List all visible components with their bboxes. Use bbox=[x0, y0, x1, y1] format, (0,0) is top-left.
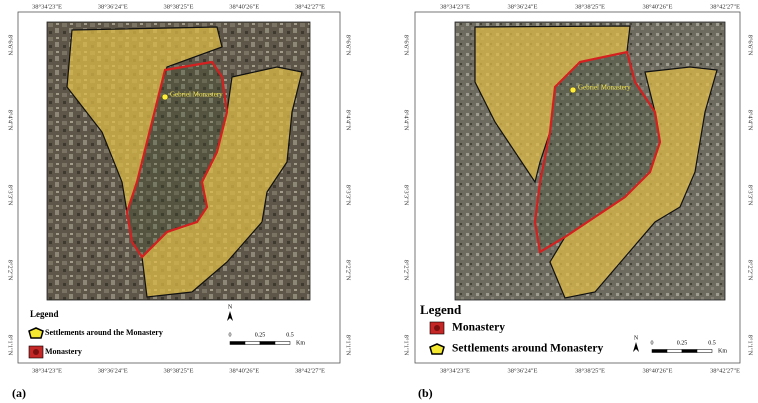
coordinate-label: 38°42'27"E bbox=[295, 367, 325, 374]
coordinate-label: 38°38'25"E bbox=[575, 3, 605, 10]
north-label: N bbox=[228, 304, 233, 310]
scale-bar bbox=[651, 349, 668, 353]
map-panel: Gebriel Monastery 38°34'23"E 38°36'24"E 38°… bbox=[403, 3, 754, 399]
map-panel: Gebriel Monastery 38°34'23"E 38°36'24"E 38°… bbox=[7, 3, 352, 399]
coordinate-label: 8°1'1"N bbox=[747, 335, 754, 356]
coordinate-label: 38°36'24"E bbox=[508, 367, 538, 374]
coordinate-label: 8°3'3"N bbox=[345, 185, 352, 206]
map-border bbox=[454, 21, 726, 301]
legend-swatch bbox=[28, 327, 44, 339]
scale-label: 0.5 bbox=[708, 340, 716, 346]
map-area: Gebriel Monastery bbox=[454, 21, 726, 301]
coordinate-label: 38°42'27"E bbox=[710, 367, 740, 374]
coordinate-label: 8°2'2"N bbox=[345, 260, 352, 281]
coordinate-label: 38°38'25"E bbox=[164, 3, 194, 10]
scale-unit: Km bbox=[296, 340, 305, 346]
scale-label: 0 bbox=[651, 340, 654, 346]
scale-label: 0.25 bbox=[255, 332, 266, 338]
legend-swatch-mark bbox=[434, 325, 440, 331]
coordinate-label: 38°40'26"E bbox=[643, 367, 673, 374]
scale-label: 0.25 bbox=[677, 340, 688, 346]
coordinate-label: 38°36'24"E bbox=[508, 3, 538, 10]
coordinate-label: 38°40'26"E bbox=[229, 3, 259, 10]
coordinate-label: 8°3'3"N bbox=[7, 185, 14, 206]
legend-title: Legend bbox=[30, 309, 59, 319]
coordinate-label: 8°4'4"N bbox=[403, 110, 410, 131]
north-arrow bbox=[227, 311, 233, 321]
panel-caption: (a) bbox=[12, 386, 26, 400]
coordinate-label: 8°2'2"N bbox=[7, 260, 14, 281]
scale-label: 0 bbox=[229, 332, 232, 338]
coordinate-label: 8°4'4"N bbox=[345, 110, 352, 131]
coordinate-label: 38°40'26"E bbox=[229, 367, 259, 374]
coordinate-label: 8°1'1"N bbox=[345, 335, 352, 356]
panel-caption: (b) bbox=[418, 386, 433, 400]
coordinate-label: 8°6'6"N bbox=[7, 35, 14, 56]
scale-bar bbox=[274, 341, 291, 345]
coordinate-label: 8°3'3"N bbox=[403, 185, 410, 206]
legend-item: Monastery bbox=[45, 347, 82, 356]
monastery-boundary bbox=[533, 50, 662, 254]
map-area: Gebriel Monastery bbox=[46, 21, 311, 301]
north-label: N bbox=[634, 335, 639, 341]
scale-bar bbox=[696, 349, 713, 353]
coordinate-label: 8°6'6"N bbox=[747, 35, 754, 56]
monastery-boundary bbox=[125, 60, 229, 259]
scale-bar bbox=[259, 341, 276, 345]
scale-bar bbox=[681, 349, 698, 353]
legend-item: Monastery bbox=[452, 322, 505, 334]
coordinate-label: 38°38'25"E bbox=[164, 367, 194, 374]
legend-title: Legend bbox=[420, 302, 462, 317]
map-border bbox=[46, 21, 311, 301]
coordinate-label: 38°36'24"E bbox=[98, 367, 128, 374]
monastery-point bbox=[569, 86, 577, 94]
coordinate-label: 8°4'4"N bbox=[7, 110, 14, 131]
scale-label: 0.5 bbox=[286, 332, 294, 338]
coordinate-label: 8°4'4"N bbox=[747, 110, 754, 131]
legend-item: Settlements around Monastery bbox=[452, 343, 603, 355]
coordinate-label: 38°34'23"E bbox=[440, 367, 470, 374]
coordinate-label: 38°42'27"E bbox=[295, 3, 325, 10]
coordinate-label: 8°6'6"N bbox=[345, 35, 352, 56]
coordinate-label: 38°36'24"E bbox=[98, 3, 128, 10]
coordinate-label: 38°34'23"E bbox=[440, 3, 470, 10]
legend-item: Settlements around the Monastery bbox=[45, 328, 163, 337]
scale-bar bbox=[229, 341, 246, 345]
legend-swatch bbox=[429, 343, 445, 355]
coordinate-label: 8°6'6"N bbox=[403, 35, 410, 56]
coordinate-label: 8°2'2"N bbox=[403, 260, 410, 281]
north-arrow bbox=[633, 342, 639, 352]
coordinate-label: 38°34'23"E bbox=[32, 3, 62, 10]
coordinate-label: 8°2'2"N bbox=[747, 260, 754, 281]
scale-bar bbox=[666, 349, 683, 353]
scale-bar bbox=[244, 341, 261, 345]
coordinate-label: 38°42'27"E bbox=[710, 3, 740, 10]
coordinate-label: 8°1'1"N bbox=[403, 335, 410, 356]
coordinate-label: 8°1'1"N bbox=[7, 335, 14, 356]
coordinate-label: 38°38'25"E bbox=[575, 367, 605, 374]
coordinate-label: 8°3'3"N bbox=[747, 185, 754, 206]
coordinate-label: 38°34'23"E bbox=[32, 367, 62, 374]
map-label: Gebriel Monastery bbox=[170, 91, 223, 99]
legend-swatch-mark bbox=[33, 349, 39, 355]
monastery-point bbox=[161, 93, 169, 101]
coordinate-label: 38°40'26"E bbox=[643, 3, 673, 10]
scale-unit: Km bbox=[718, 348, 727, 354]
map-label: Gebriel Monastery bbox=[578, 84, 631, 92]
